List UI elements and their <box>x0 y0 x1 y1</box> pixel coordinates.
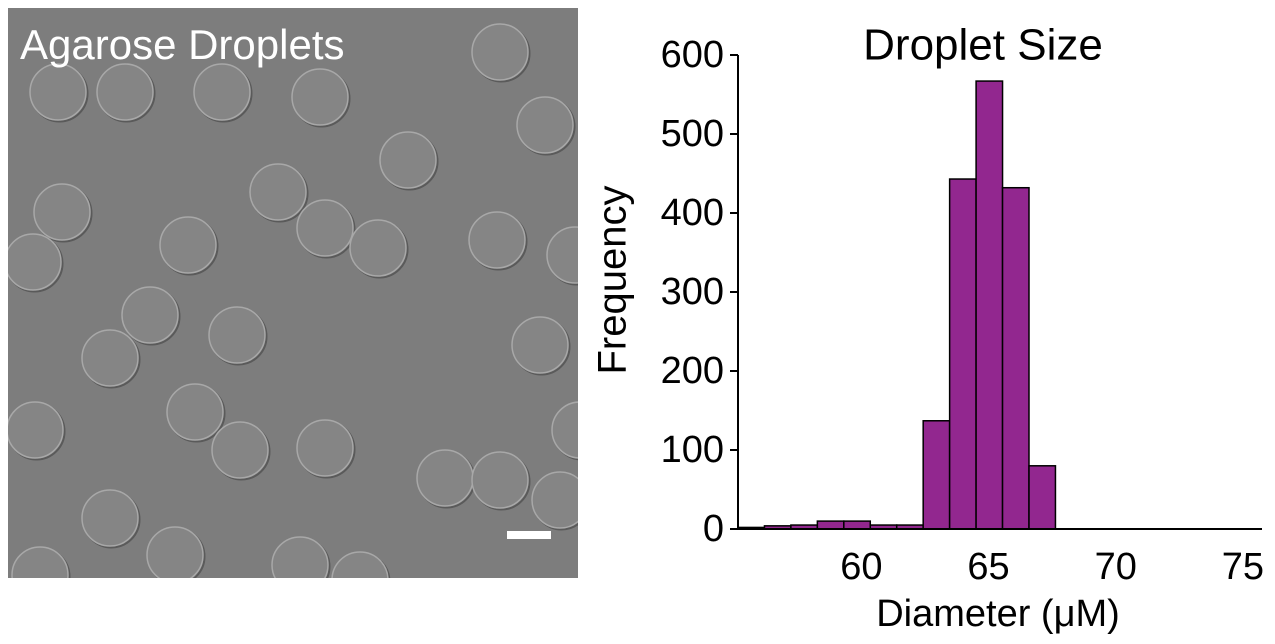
droplet <box>350 220 406 276</box>
bar <box>817 521 843 529</box>
bar <box>976 81 1002 529</box>
droplet <box>82 330 138 386</box>
droplet <box>147 527 203 583</box>
y-tick-label: 400 <box>661 192 724 234</box>
bar <box>1003 188 1029 529</box>
x-tick-label: 60 <box>840 546 882 588</box>
bar <box>844 521 870 529</box>
y-tick-label: 0 <box>703 508 724 550</box>
bar <box>923 421 949 529</box>
droplet <box>297 200 353 256</box>
x-tick-label: 70 <box>1095 546 1137 588</box>
droplet <box>297 420 353 476</box>
droplet <box>472 452 528 508</box>
y-tick-label: 500 <box>661 113 724 155</box>
droplet <box>209 307 265 363</box>
y-tick-label: 600 <box>661 34 724 76</box>
droplet <box>82 490 138 546</box>
y-tick-label: 200 <box>661 350 724 392</box>
droplet <box>469 212 525 268</box>
droplet <box>417 450 473 506</box>
droplet <box>212 422 268 478</box>
droplet <box>250 164 306 220</box>
droplet <box>97 64 153 120</box>
y-axis-label: Frequency <box>591 186 635 375</box>
droplet <box>380 132 436 188</box>
chart-title: Droplet Size <box>863 21 1103 70</box>
droplet <box>472 24 528 80</box>
bar <box>950 179 976 529</box>
droplet <box>5 234 61 290</box>
scale-bar <box>507 531 551 539</box>
droplet <box>552 402 608 458</box>
bar <box>1029 466 1055 529</box>
droplet <box>7 402 63 458</box>
droplet <box>512 317 568 373</box>
droplet <box>30 64 86 120</box>
x-axis-label: Diameter (μM) <box>876 593 1120 635</box>
droplet <box>517 97 573 153</box>
droplet <box>167 384 223 440</box>
droplet <box>292 69 348 125</box>
image-label: Agarose Droplets <box>20 21 345 68</box>
y-tick-label: 100 <box>661 429 724 471</box>
droplet <box>332 552 388 608</box>
droplet <box>34 184 90 240</box>
plot: 0 100 200 300 400 500 600 60 65 70 75 <box>661 34 1264 588</box>
droplet <box>272 537 328 593</box>
x-tick-label: 75 <box>1222 546 1264 588</box>
droplet <box>194 64 250 120</box>
droplet <box>12 547 68 603</box>
y-tick-label: 300 <box>661 271 724 313</box>
droplet <box>122 287 178 343</box>
droplet <box>532 472 588 528</box>
figure: Agarose Droplets Droplet Size Diameter (… <box>0 0 1275 644</box>
x-tick-label: 65 <box>967 546 1009 588</box>
droplet <box>160 217 216 273</box>
